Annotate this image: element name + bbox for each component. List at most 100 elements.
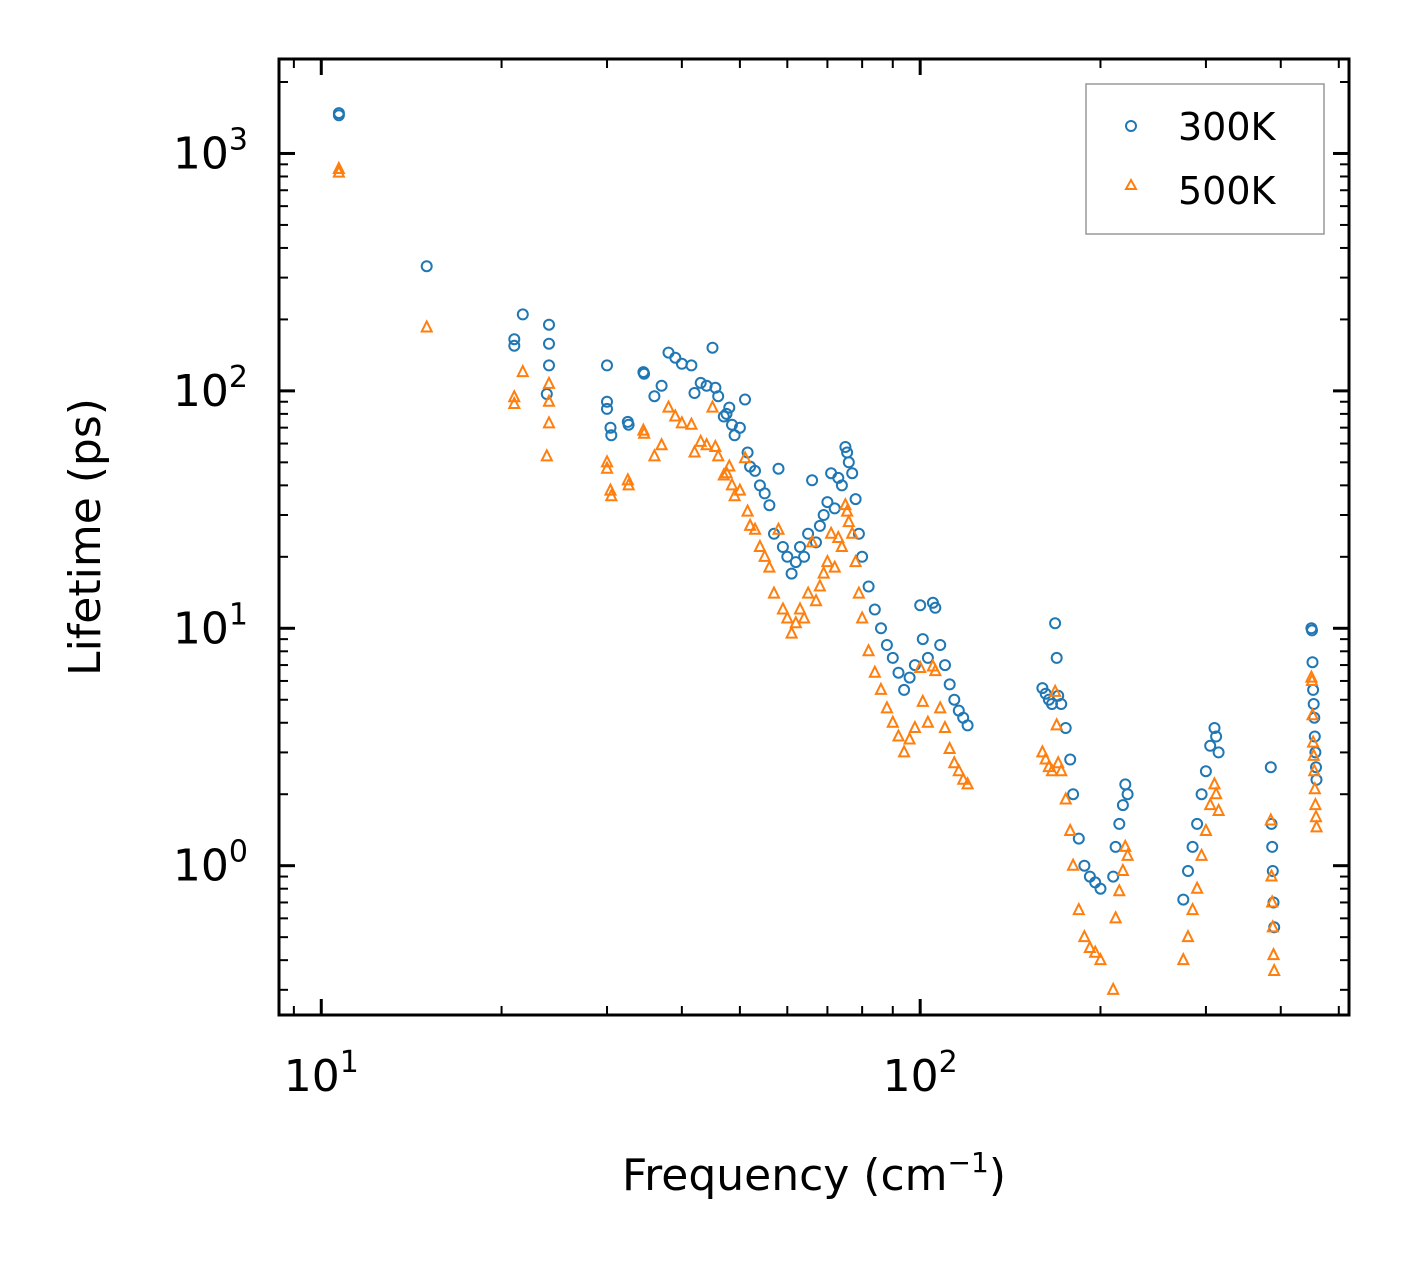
data-point-300k (1199, 765, 1212, 778)
data-point-500k (1118, 838, 1132, 852)
data-point-500k (767, 585, 781, 599)
data-point-300k (839, 441, 852, 453)
data-point-300k (781, 550, 794, 563)
data-point-500k (1116, 862, 1130, 876)
data-point-500k (748, 521, 762, 535)
data-point-500k (600, 454, 614, 468)
data-point-500k (835, 538, 849, 552)
data-point-300k (655, 379, 668, 392)
data-point-500k (420, 319, 434, 333)
data-point-500k (809, 592, 823, 607)
data-point-500k (542, 393, 556, 407)
data-point-300k (806, 474, 819, 487)
data-point-500k (805, 534, 819, 548)
data-point-300k (726, 418, 738, 431)
x-axis-label: Frequency (cm−1) (622, 1146, 1006, 1201)
data-point-500k (902, 731, 917, 745)
data-point-500k (700, 437, 714, 451)
data-point-500k (1048, 683, 1062, 697)
data-point-300k (508, 339, 521, 352)
data-point-300k (733, 421, 746, 434)
data-point-300k (929, 601, 942, 614)
data-point-500k (1190, 880, 1204, 894)
data-point-500k (928, 662, 942, 677)
data-point-300k (880, 639, 893, 651)
data-point-500k (861, 643, 876, 657)
data-point-500k (1265, 894, 1279, 908)
data-point-500k (604, 487, 618, 502)
data-point-500k (542, 415, 556, 429)
data-point-500k (868, 664, 882, 678)
data-point-500k (1264, 812, 1278, 826)
data-point-500k (661, 399, 676, 413)
data-point-300k (813, 519, 826, 532)
data-point-500k (753, 538, 767, 552)
data-point-300k (1078, 859, 1091, 872)
data-point-300k (892, 666, 905, 679)
data-point-300k (914, 599, 927, 612)
data-point-500k (897, 744, 911, 758)
data-point-500k (1194, 847, 1209, 861)
data-point-300k (605, 429, 618, 442)
data-point-300k (694, 376, 707, 389)
data-point-300k (508, 333, 521, 346)
data-point-500k (540, 448, 554, 462)
y-tick-label: 102 (173, 360, 248, 417)
data-point-500k (332, 160, 346, 175)
data-point-300k (886, 651, 899, 664)
data-point-300k (706, 341, 719, 354)
data-point-300k (1177, 893, 1190, 906)
data-point-300k (875, 622, 887, 635)
data-point-500k (921, 714, 935, 728)
data-point-500k (1039, 751, 1053, 765)
data-point-500k (1066, 857, 1080, 871)
data-point-500k (776, 601, 790, 615)
data-point-500k (1077, 928, 1091, 943)
data-point-500k (933, 700, 947, 714)
data-point-500k (654, 437, 669, 451)
data-point-500k (771, 521, 786, 535)
data-point-300k (543, 318, 555, 331)
data-point-300k (1186, 840, 1199, 853)
data-point-300k (898, 683, 911, 696)
data-point-500k (1106, 981, 1120, 995)
data-point-500k (725, 477, 739, 491)
data-point-300k (763, 499, 776, 512)
data-point-500k (1050, 717, 1064, 731)
data-point-500k (1207, 776, 1222, 790)
data-point-500k (938, 719, 952, 734)
data-point-500k (711, 448, 725, 462)
plot-frame (277, 57, 1351, 1017)
data-point-300k (758, 487, 771, 500)
data-point-500k (1083, 939, 1097, 954)
data-point-300k (420, 260, 433, 273)
data-point-300k (921, 651, 934, 664)
data-point-300k (685, 359, 698, 372)
data-point-300k (772, 462, 785, 475)
data-point-500k (880, 700, 894, 714)
data-point-500k (1054, 762, 1068, 777)
data-point-500k (793, 601, 807, 615)
data-point-500k (820, 553, 835, 568)
data-point-500k (1309, 819, 1324, 833)
data-point-500k (845, 525, 859, 539)
data-point-500k (507, 389, 521, 403)
data-point-300k (789, 556, 802, 569)
data-point-300k (1055, 698, 1068, 710)
data-point-500k (780, 610, 794, 624)
tick-labels: 101 102 100 101 102 103 (173, 122, 958, 1102)
data-point-500k (622, 477, 636, 491)
data-point-500k (1266, 919, 1280, 933)
data-point-500k (943, 740, 957, 755)
data-point-300k (1266, 840, 1279, 853)
data-point-500k (1306, 734, 1320, 748)
data-point-300k (943, 678, 956, 691)
data-point-300k (1212, 746, 1225, 759)
data-point-500k (797, 610, 811, 624)
data-point-300k (601, 359, 613, 372)
legend-box (1085, 83, 1325, 235)
data-point-300k (1208, 722, 1221, 734)
data-point-300k (852, 527, 865, 540)
data-point-500k (916, 693, 930, 707)
